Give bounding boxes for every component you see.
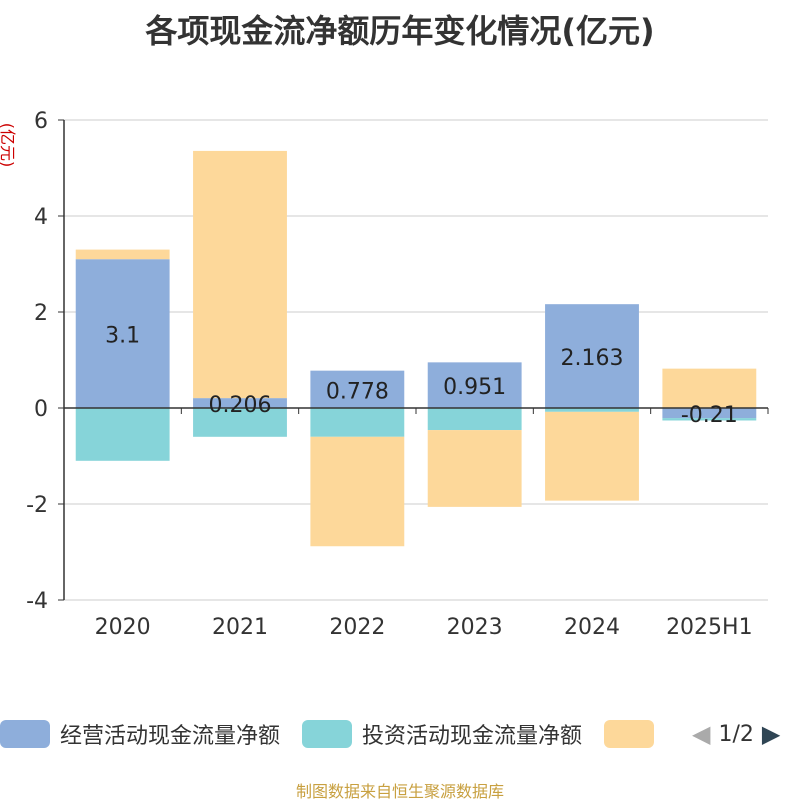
- bar-series0-2025H1: [662, 408, 757, 419]
- legend-prev-page-icon[interactable]: ◀: [692, 720, 711, 748]
- bar-series2-2021: [193, 150, 287, 399]
- bar-series2-2025H1: [662, 368, 757, 408]
- data-label: 0.778: [326, 379, 389, 404]
- y-tick-label: 0: [34, 397, 48, 422]
- x-tick-label: 2023: [447, 615, 503, 640]
- bar-series1-2020: [75, 408, 170, 461]
- data-label: 0.206: [209, 393, 272, 418]
- legend-next-page-icon[interactable]: ▶: [761, 720, 781, 748]
- legend-item-financing[interactable]: [604, 720, 664, 748]
- bar-series0-2022: [310, 370, 405, 408]
- bar-series1-2021: [193, 408, 287, 437]
- y-tick-label: -2: [26, 493, 48, 518]
- legend-item-investing[interactable]: 投资活动现金流量净额: [302, 718, 582, 750]
- data-source-footer: 制图数据来自恒生聚源数据库: [295, 782, 504, 801]
- bar-series0-2024: [545, 304, 639, 408]
- bar-series0-2021: [193, 398, 287, 408]
- bar-series2-2024: [545, 411, 639, 501]
- y-tick-label: 4: [34, 205, 48, 230]
- y-tick-label: -4: [26, 589, 48, 614]
- bar-series2-2020: [75, 249, 170, 260]
- y-tick-label: 2: [34, 301, 48, 326]
- x-tick-label: 2024: [564, 615, 620, 640]
- bar-series0-2020: [75, 259, 170, 408]
- bar-series1-2022: [310, 408, 405, 437]
- legend-label-investing: 投资活动现金流量净额: [362, 724, 583, 749]
- legend-swatch-operating: [0, 720, 50, 748]
- bar-series1-2023: [427, 408, 522, 431]
- x-tick-label: 2020: [95, 615, 151, 640]
- legend: 经营活动现金流量净额 投资活动现金流量净额 ◀ 1/2 ▶: [0, 716, 780, 752]
- data-label: 0.951: [443, 375, 506, 400]
- legend-swatch-investing: [302, 720, 353, 748]
- y-tick-label: 6: [34, 109, 48, 134]
- data-label: 2.163: [561, 346, 624, 371]
- x-tick-label: 2022: [329, 615, 385, 640]
- legend-item-operating[interactable]: 经营活动现金流量净额: [0, 718, 280, 750]
- legend-page-indicator: 1/2: [718, 721, 754, 747]
- bar-series2-2023: [427, 430, 522, 507]
- legend-pager: ◀ 1/2 ▶: [692, 722, 780, 747]
- bar-series2-2022: [310, 436, 405, 547]
- chart-title: 各项现金流净额历年变化情况(亿元): [145, 12, 655, 50]
- x-tick-label: 2021: [212, 615, 268, 640]
- x-tick-label: 2025H1: [666, 615, 753, 640]
- y-axis-label: (亿元): [0, 123, 17, 168]
- bar-series1-2024: [545, 408, 639, 412]
- bar-series1-2025H1: [662, 418, 757, 421]
- data-label: 3.1: [105, 324, 140, 349]
- legend-swatch-financing: [604, 720, 655, 748]
- bar-series0-2023: [427, 362, 522, 408]
- legend-label-operating: 经营活动现金流量净额: [60, 724, 281, 749]
- data-label: -0.21: [681, 403, 738, 428]
